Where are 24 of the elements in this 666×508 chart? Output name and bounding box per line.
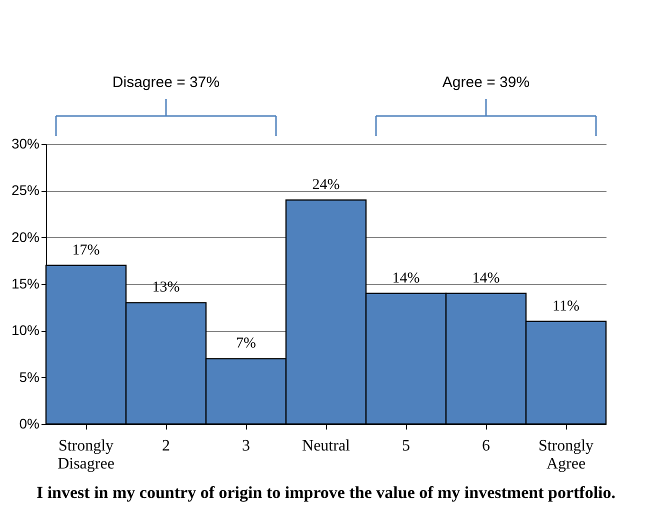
x-tick-label: 3 (242, 438, 250, 454)
x-tick-label: 5 (402, 438, 410, 454)
y-tick-label: 10% (11, 322, 40, 338)
y-tick-label: 5% (19, 368, 40, 385)
data-label: 7% (236, 336, 256, 352)
text: Disagree = 37% (112, 74, 220, 91)
y-tick-label: 15% (11, 276, 40, 292)
data-label: 17% (72, 242, 100, 258)
data-label: 14% (472, 270, 500, 286)
x-tick-label: Neutral (302, 438, 351, 454)
y-tick-label: 25% (11, 182, 40, 198)
data-label: 14% (392, 270, 420, 286)
text: I invest in my country of origin to improve the value of my investment portfolio. (36, 483, 616, 502)
text: Agree = 39% (442, 74, 530, 91)
x-tick-label: 2 (162, 438, 170, 454)
y-tick-label: 0% (19, 416, 40, 432)
data-label: 13% (152, 280, 180, 296)
data-label: 24% (312, 177, 340, 193)
x-tick-label: Strongly Agree (538, 438, 594, 472)
data-label: 11% (552, 298, 580, 314)
x-tick-label: Strongly Disagree (58, 438, 114, 472)
y-tick-label: 30% (11, 136, 40, 152)
y-tick-label: 20% (11, 228, 40, 245)
x-tick-label: 6 (482, 438, 490, 454)
